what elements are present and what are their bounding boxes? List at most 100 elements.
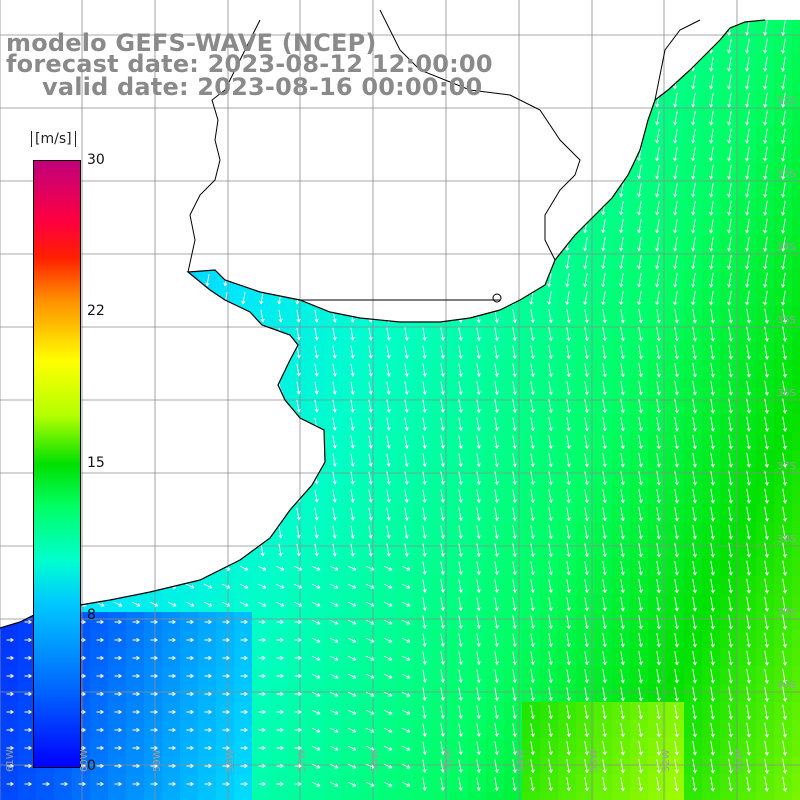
wind-arrow xyxy=(728,722,733,738)
wind-arrow xyxy=(710,470,715,486)
wind-arrow xyxy=(637,56,642,72)
wind-arrow xyxy=(204,745,212,751)
field-cell xyxy=(252,0,271,19)
field-cell xyxy=(648,234,667,253)
wind-arrow xyxy=(566,579,571,594)
wind-arrow xyxy=(746,542,751,558)
wind-arrow xyxy=(204,637,212,643)
wind-arrow xyxy=(150,637,158,643)
wind-arrow xyxy=(728,740,733,756)
wind-arrow xyxy=(368,471,373,485)
wind-arrow xyxy=(566,759,571,774)
wind-arrow xyxy=(781,92,786,108)
wind-arrow xyxy=(96,619,104,625)
wind-arrow xyxy=(25,76,30,88)
wind-arrow xyxy=(728,776,733,792)
wind-arrow xyxy=(168,637,176,643)
field-cell xyxy=(396,20,415,37)
field-cell xyxy=(774,36,793,55)
wind-arrow xyxy=(530,309,535,324)
wind-arrow xyxy=(511,75,516,89)
wind-arrow xyxy=(601,183,606,198)
field-cell xyxy=(594,20,613,37)
wind-arrow xyxy=(368,309,373,323)
field-cell xyxy=(162,720,181,739)
wind-arrow xyxy=(240,655,248,661)
field-cell xyxy=(378,108,397,127)
wind-arrow xyxy=(710,560,715,576)
wind-arrow xyxy=(619,74,624,90)
wind-arrow xyxy=(566,651,571,666)
field-cell xyxy=(108,144,127,163)
field-cell xyxy=(756,216,775,235)
wind-arrow xyxy=(329,655,339,661)
wind-arrow xyxy=(134,472,139,485)
field-cell xyxy=(144,720,163,739)
field-cell xyxy=(774,72,793,91)
wind-arrow xyxy=(403,21,408,35)
wind-arrow xyxy=(439,183,444,197)
wind-arrow xyxy=(745,200,750,216)
wind-arrow xyxy=(61,112,66,124)
wind-arrow xyxy=(458,687,463,701)
wind-arrow xyxy=(746,578,751,594)
field-cell xyxy=(594,36,613,55)
wind-arrow xyxy=(620,488,625,504)
field-cell xyxy=(684,234,703,253)
wind-arrow xyxy=(115,166,120,178)
wind-arrow xyxy=(347,637,357,643)
wind-arrow xyxy=(222,673,230,679)
wind-arrow xyxy=(475,165,480,179)
wind-arrow xyxy=(97,274,102,286)
field-cell xyxy=(324,108,343,127)
field-cell xyxy=(252,648,271,667)
field-cell xyxy=(288,288,307,307)
wind-arrow xyxy=(169,184,174,197)
field-cell xyxy=(360,0,379,19)
wind-arrow xyxy=(548,471,553,486)
field-cell xyxy=(396,162,415,181)
wind-arrow xyxy=(313,165,318,179)
wind-arrow xyxy=(782,614,787,630)
field-cell xyxy=(324,216,343,235)
wind-arrow xyxy=(170,508,175,521)
wind-arrow xyxy=(277,111,282,125)
field-cell xyxy=(360,180,379,199)
wind-arrow xyxy=(728,614,733,630)
wind-arrow xyxy=(601,273,606,288)
field-cell xyxy=(288,792,307,800)
wind-arrow xyxy=(329,763,339,769)
wind-arrow xyxy=(80,454,85,466)
wind-arrow xyxy=(205,273,210,287)
wind-arrow xyxy=(349,219,354,233)
wind-arrow xyxy=(150,709,158,715)
wind-arrow xyxy=(746,506,751,522)
wind-arrow xyxy=(422,471,427,485)
field-cell xyxy=(216,702,235,721)
field-cell xyxy=(486,792,505,800)
wind-arrow xyxy=(782,488,787,504)
field-cell xyxy=(450,252,469,271)
field-cell xyxy=(144,774,163,793)
field-cell xyxy=(144,450,163,469)
wind-arrow xyxy=(475,273,480,287)
wind-arrow xyxy=(439,291,444,305)
field-cell xyxy=(144,648,163,667)
wind-arrow xyxy=(6,727,14,733)
field-cell xyxy=(792,54,800,73)
wind-arrow xyxy=(401,601,411,607)
wind-arrow xyxy=(691,182,696,198)
wind-arrow xyxy=(385,165,390,179)
wind-arrow xyxy=(223,183,228,197)
wind-arrow xyxy=(365,565,375,571)
field-cell xyxy=(198,792,217,800)
wind-arrow xyxy=(529,219,534,234)
wind-arrow xyxy=(728,470,733,486)
wind-arrow xyxy=(332,327,337,341)
field-cell xyxy=(540,36,559,55)
field-cell xyxy=(108,162,127,181)
wind-arrow xyxy=(529,111,534,126)
field-cell xyxy=(144,504,163,523)
field-cell xyxy=(414,270,433,289)
wind-arrow xyxy=(79,130,84,142)
